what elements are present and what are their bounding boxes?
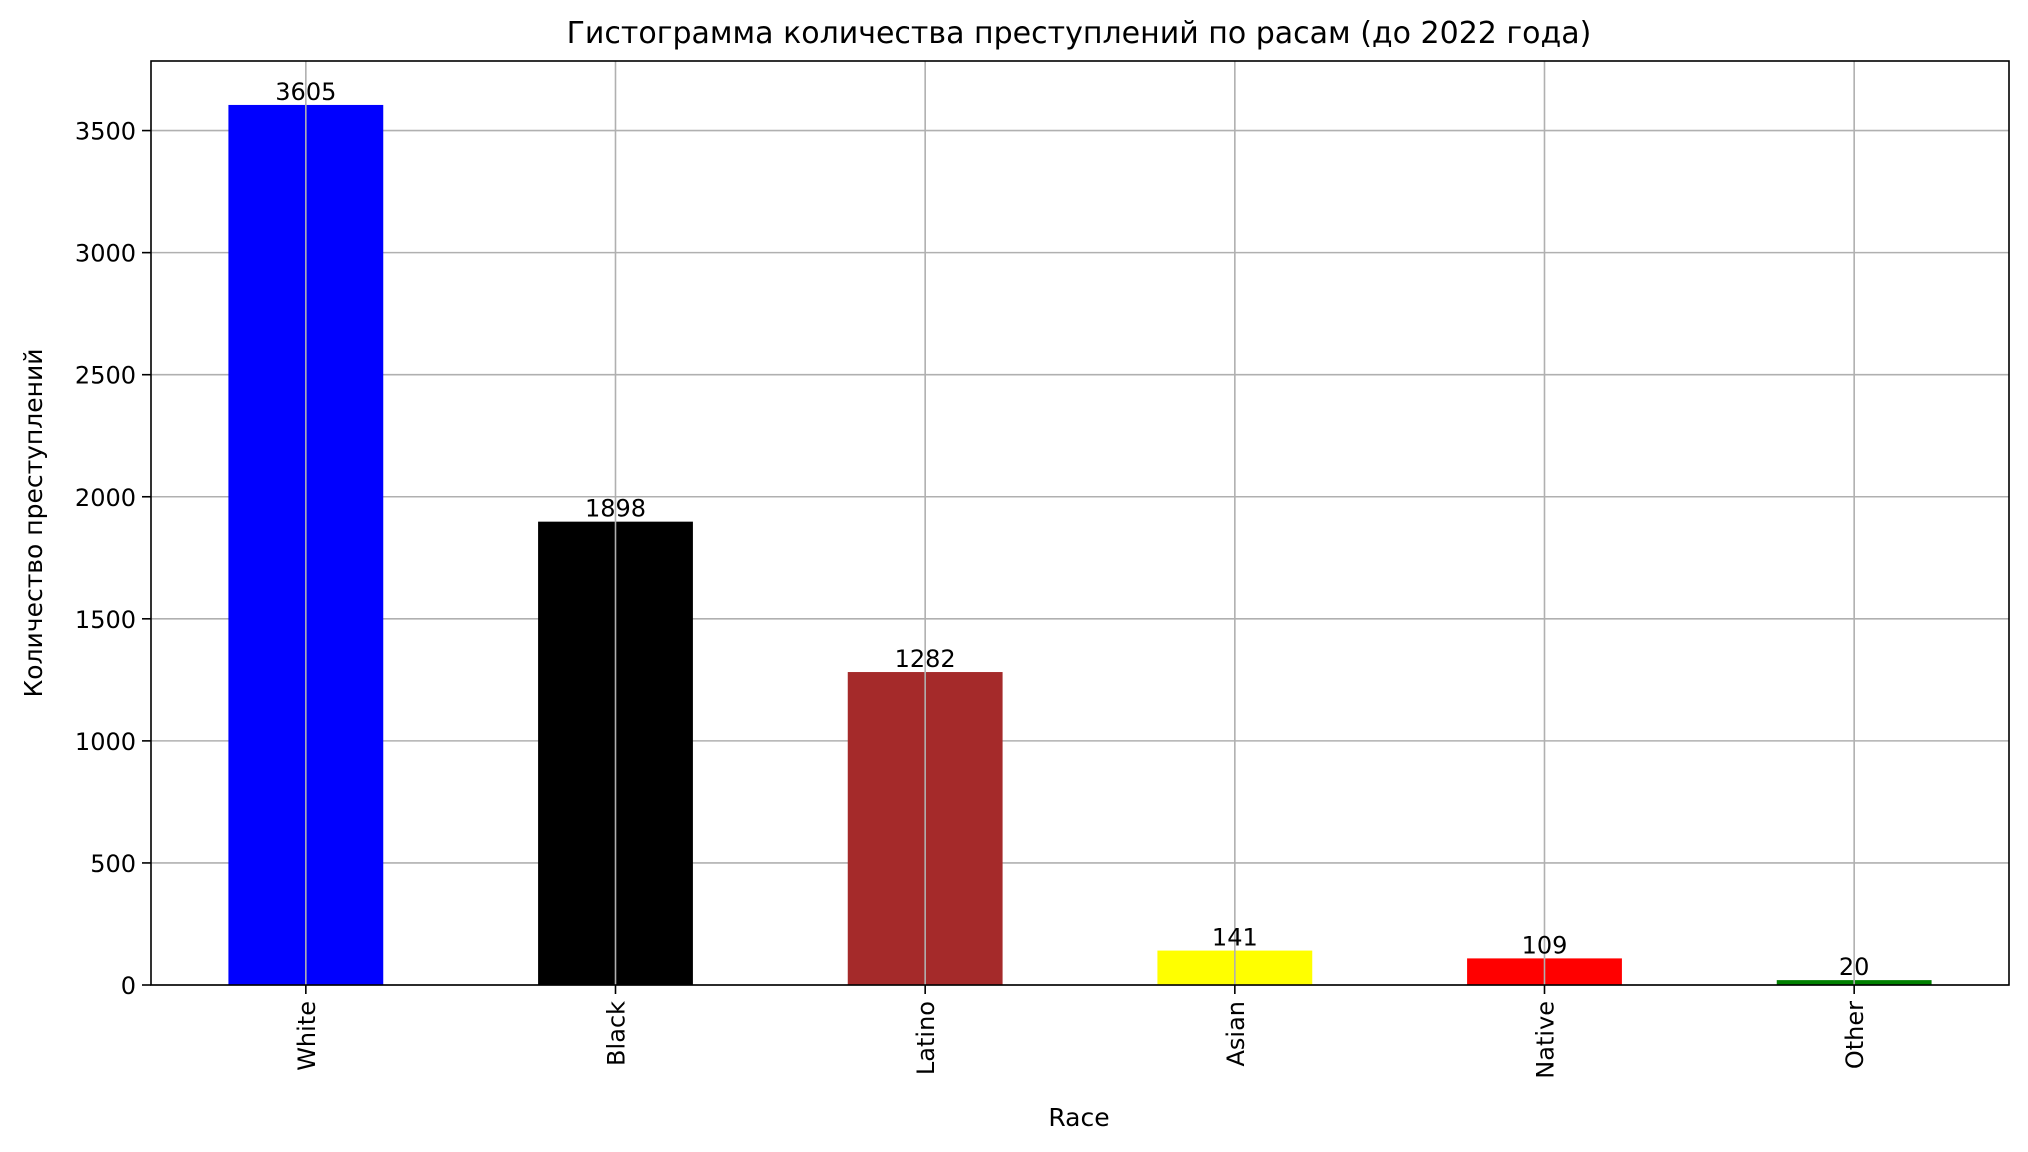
x-axis-label: Race <box>1048 1103 1109 1132</box>
bar-value-label: 3605 <box>275 78 336 106</box>
y-tick-label: 1500 <box>75 606 136 634</box>
plot-frame <box>150 60 2010 986</box>
bar-value-label: 109 <box>1522 931 1568 959</box>
vertical-gridlines-over-bars <box>305 61 1855 985</box>
y-tick-label: 1000 <box>75 728 136 756</box>
horizontal-gridlines <box>151 129 2009 986</box>
y-tick-label: 500 <box>90 850 136 878</box>
y-axis-ticks: 0 500 1000 1500 2000 2500 3000 3500 <box>75 118 151 1000</box>
bar-value-label: 20 <box>1839 953 1870 981</box>
bars <box>228 104 1932 985</box>
bar-value-label: 141 <box>1212 924 1258 952</box>
y-tick-label: 0 <box>121 972 136 1000</box>
x-tick-label: White <box>293 1001 321 1071</box>
x-tick-label: Asian <box>1222 1001 1250 1067</box>
bar-value-labels: 3605 1898 1282 141 109 20 <box>275 78 1869 981</box>
y-tick-label: 3500 <box>75 118 136 146</box>
bar-value-label: 1898 <box>585 495 646 523</box>
x-tick-label: Other <box>1841 1001 1869 1069</box>
y-tick-label: 2000 <box>75 484 136 512</box>
x-tick-label: Latino <box>912 1001 940 1075</box>
y-tick-label: 3000 <box>75 240 136 268</box>
x-axis-ticks: White Black Latino Asian Native Other <box>293 985 1869 1079</box>
bar-value-label: 1282 <box>895 645 956 673</box>
y-axis-label: Количество преступлений <box>19 349 48 698</box>
y-tick-label: 2500 <box>75 362 136 390</box>
chart-title: Гистограмма количества преступлений по р… <box>567 16 1592 51</box>
x-tick-label: Black <box>603 1001 631 1066</box>
x-tick-label: Native <box>1532 1001 1560 1079</box>
